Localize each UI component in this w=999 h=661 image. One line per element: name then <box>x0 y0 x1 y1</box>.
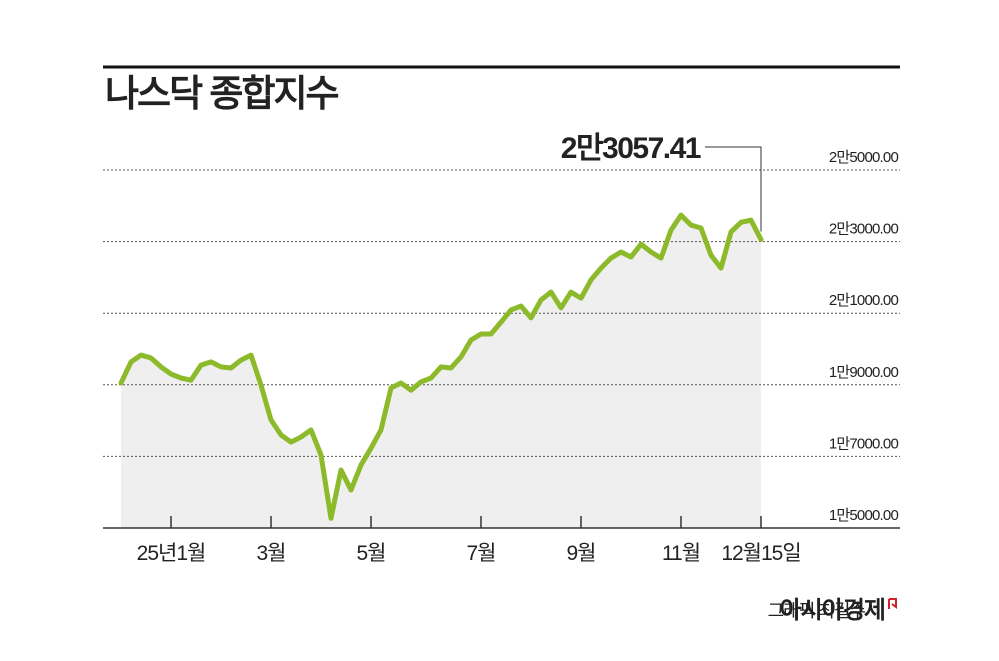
x-tick-label: 7월 <box>467 542 496 565</box>
x-tick-label: 9월 <box>567 542 596 565</box>
line <box>118 212 764 521</box>
credit: 그래픽 최길수 <box>768 601 866 621</box>
y-tick-label: 1만5000.00 <box>829 507 899 524</box>
x-tick-label: 5월 <box>357 542 386 565</box>
publisher: 아시아경제 <box>780 597 885 624</box>
y-tick-label: 2만1000.00 <box>829 292 899 309</box>
chart-title: 나스닥 종합지수 <box>105 73 339 114</box>
x-tick-label: 3월 <box>257 542 286 565</box>
annotation: 2만3057.41 <box>561 132 701 165</box>
y-tick-label: 1만9000.00 <box>829 364 899 381</box>
x-tick-label: 11월 <box>662 542 700 565</box>
y-tick-label: 2만5000.00 <box>829 149 899 166</box>
x-tick-label: 25년1월 <box>137 542 206 565</box>
plot: 1만5000.00 1만7000.00 1만9000.00 2만1000.00 2만30… <box>103 132 900 565</box>
annotation-leader <box>705 146 762 232</box>
y-tick-label: 2만3000.00 <box>829 221 899 238</box>
publisher-logo <box>888 598 897 609</box>
y-tick-label: 1만7000.00 <box>829 435 899 452</box>
x-tick-label: 12월15일 <box>721 542 800 565</box>
area <box>121 215 761 528</box>
